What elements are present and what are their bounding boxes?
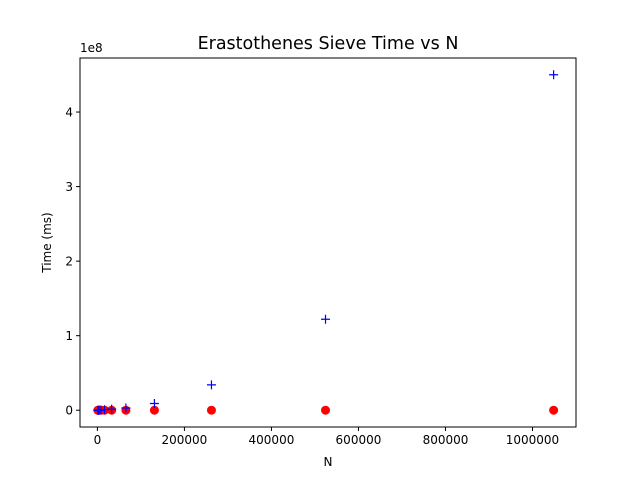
y-tick-label: 1 xyxy=(65,329,73,343)
y-tick-label: 4 xyxy=(65,106,73,120)
blue-plus-point xyxy=(549,70,559,80)
y-axis-offset-label: 1e8 xyxy=(80,41,103,55)
blue-plus-point xyxy=(206,380,216,390)
x-tick-label: 600000 xyxy=(336,433,382,447)
x-tick-label: 400000 xyxy=(249,433,295,447)
red-circle-point xyxy=(549,405,559,415)
x-tick-label: 800000 xyxy=(423,433,469,447)
chart-title: Erastothenes Sieve Time vs N xyxy=(198,34,459,54)
x-tick-label: 0 xyxy=(94,433,102,447)
x-axis-ticks: 0 200000 400000 600000 800000 1000000 xyxy=(94,427,559,447)
blue-plus-point xyxy=(149,399,159,409)
y-tick-label: 3 xyxy=(65,180,73,194)
y-axis-label: Time (ms) xyxy=(40,212,54,274)
plot-frame xyxy=(79,57,577,428)
red-circle-point xyxy=(206,405,216,415)
blue-plus-point xyxy=(121,403,131,413)
y-tick-label: 0 xyxy=(65,404,73,418)
blue-plus-point xyxy=(107,404,117,414)
red-circle-point xyxy=(321,405,331,415)
red-circle-point xyxy=(149,405,159,415)
x-tick-label: 1000000 xyxy=(506,433,559,447)
blue-plus-point xyxy=(321,314,331,324)
x-axis-label: N xyxy=(324,455,333,469)
y-tick-label: 2 xyxy=(65,255,73,269)
plot-points xyxy=(93,70,559,415)
x-tick-label: 200000 xyxy=(162,433,208,447)
y-axis-ticks: 0 1 2 3 4 xyxy=(65,106,80,418)
